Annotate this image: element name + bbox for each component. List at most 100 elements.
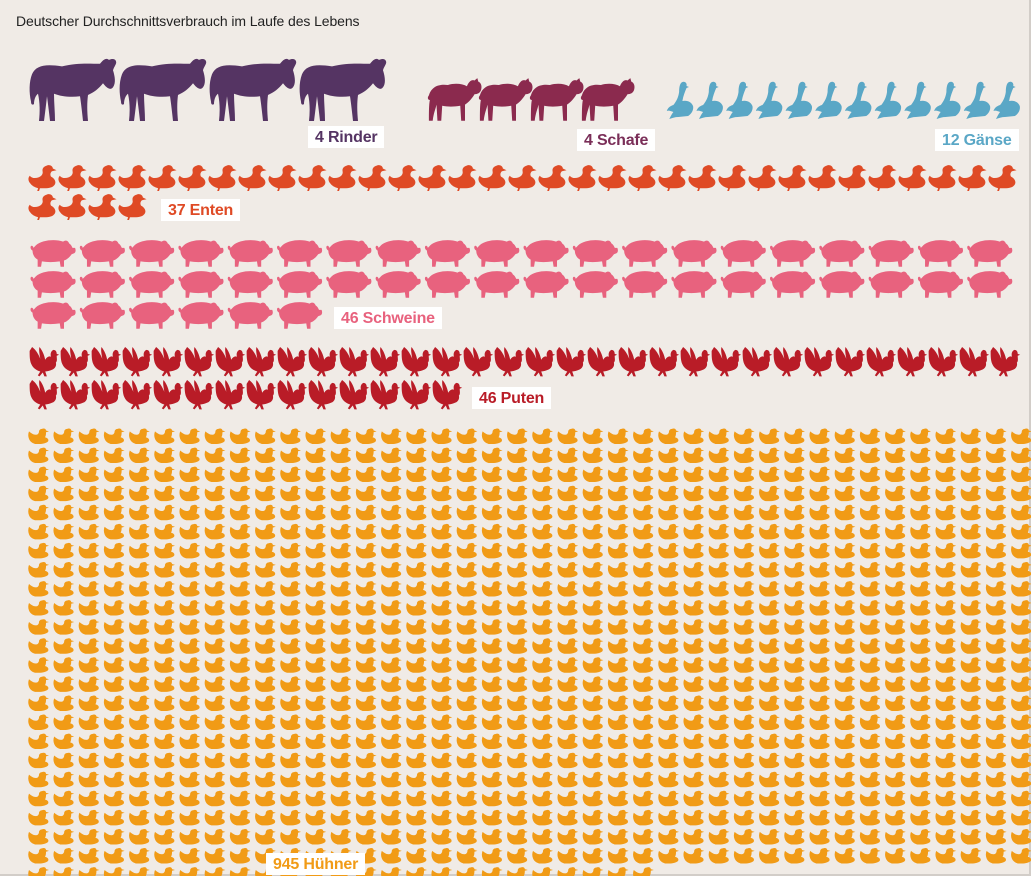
duck-icon (838, 165, 867, 191)
chicken-icon (204, 428, 226, 444)
chicken-icon (204, 733, 226, 750)
chicken-icon (28, 809, 49, 826)
chicken-icon (229, 619, 251, 635)
chicken-icon (129, 600, 150, 616)
chicken-icon (456, 714, 478, 730)
chicken-icon (859, 619, 881, 635)
chicken-icon (733, 676, 755, 692)
duck-icon (748, 165, 777, 191)
chicken-icon (960, 523, 982, 540)
pig-icon (79, 271, 125, 298)
chicken-icon (431, 695, 453, 711)
chicken-icon (507, 428, 528, 444)
turkey-icon (897, 346, 928, 377)
chicken-icon (885, 848, 906, 864)
chicken-icon (456, 695, 478, 711)
chicken-icon (229, 752, 251, 769)
chicken-icon (834, 485, 856, 502)
chicken-icon (960, 600, 982, 616)
duck-icon (268, 165, 297, 191)
chicken-icon (507, 676, 528, 692)
chicken-icon (759, 447, 780, 464)
turkey-icon (246, 379, 277, 410)
chicken-icon (280, 733, 301, 750)
turkey-icon (184, 379, 215, 410)
chicken-icon (633, 619, 654, 635)
chicken-icon (381, 581, 402, 597)
chicken-icon (708, 619, 730, 635)
chicken-icon (658, 638, 679, 654)
chicken-icon (809, 809, 831, 826)
chicken-icon (1011, 676, 1031, 692)
chicken-icon (532, 600, 553, 616)
chicken-icon (330, 695, 352, 711)
chicken-icon (381, 600, 402, 616)
chicken-icon (985, 771, 1007, 788)
chicken-icon (683, 504, 705, 521)
chicken-icon (103, 428, 125, 444)
chicken-icon (733, 695, 755, 711)
chicken-icon (305, 428, 327, 444)
chicken-icon (885, 542, 906, 559)
chicken-icon (406, 504, 427, 521)
chicken-icon (255, 428, 276, 444)
chicken-icon (809, 657, 831, 673)
chicken-icon (633, 638, 654, 654)
chicken-icon (305, 771, 327, 788)
chicken-icon (1011, 562, 1031, 578)
chicken-icon (582, 695, 604, 711)
chicken-icon (305, 695, 327, 711)
chicken-icon (960, 619, 982, 635)
chicken-icon (355, 581, 377, 597)
chicken-icon (53, 466, 75, 483)
chicken-icon (204, 790, 226, 807)
chicken-icon (784, 523, 805, 540)
chicken-icon (154, 695, 175, 711)
chicken-icon (355, 771, 377, 788)
chicken-icon (204, 695, 226, 711)
chicken-icon (507, 504, 528, 521)
chicken-icon (154, 676, 175, 692)
series-rinder (29, 58, 387, 121)
chicken-icon (1011, 600, 1031, 616)
chicken-icon (935, 714, 957, 730)
chicken-icon (431, 752, 453, 769)
chicken-icon (834, 676, 856, 692)
chicken-icon (103, 542, 125, 559)
chicken-icon (305, 752, 327, 769)
chicken-icon (985, 809, 1007, 826)
chicken-icon (204, 542, 226, 559)
turkey-icon (370, 379, 401, 410)
duck-icon (718, 165, 747, 191)
chicken-icon (935, 504, 957, 521)
chicken-icon (582, 542, 604, 559)
chicken-icon (834, 447, 856, 464)
chicken-icon (355, 638, 377, 654)
duck-icon (778, 165, 807, 191)
chicken-icon (229, 657, 251, 673)
chicken-icon (154, 790, 175, 807)
goose-icon (696, 81, 723, 119)
chicken-icon (381, 867, 402, 876)
chicken-icon (355, 504, 377, 521)
chicken-icon (305, 676, 327, 692)
chicken-icon (381, 752, 402, 769)
chicken-icon (406, 542, 427, 559)
chicken-icon (481, 771, 503, 788)
chicken-icon (507, 733, 528, 750)
chicken-icon (204, 466, 226, 483)
pig-icon (917, 271, 964, 298)
chicken-icon (1011, 829, 1031, 845)
chicken-icon (532, 676, 553, 692)
chicken-icon (255, 619, 276, 635)
chicken-icon (305, 504, 327, 521)
chicken-icon (129, 752, 150, 769)
duck-icon (28, 194, 57, 220)
chicken-icon (481, 523, 503, 540)
chicken-icon (784, 466, 805, 483)
chicken-icon (53, 447, 75, 464)
chicken-icon (179, 867, 201, 876)
chicken-icon (935, 752, 957, 769)
chicken-icon (305, 714, 327, 730)
chicken-icon (885, 809, 906, 826)
